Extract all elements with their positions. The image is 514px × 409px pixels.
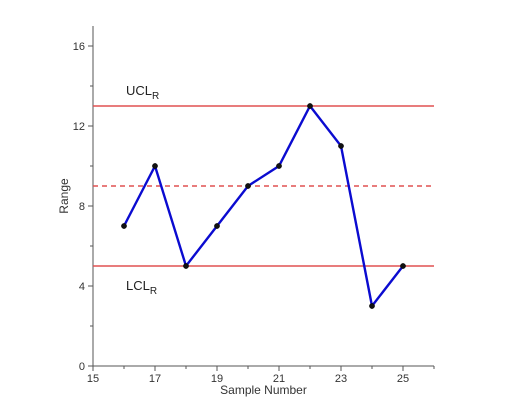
x-tick-label: 15 bbox=[87, 373, 99, 385]
data-point bbox=[307, 103, 313, 109]
data-point bbox=[245, 183, 251, 189]
y-axis-title: Range bbox=[57, 178, 71, 214]
x-tick-label: 17 bbox=[149, 373, 161, 385]
ucl-label-main: UCL bbox=[126, 83, 152, 98]
lcl-label-subscript: R bbox=[150, 286, 157, 297]
x-ticks: 15 17 19 21 23 25 bbox=[87, 366, 435, 385]
ucl-label-subscript: R bbox=[152, 91, 159, 102]
lcl-label: LCLR bbox=[126, 278, 157, 297]
data-point bbox=[214, 223, 220, 229]
y-tick-label: 4 bbox=[79, 281, 85, 293]
y-tick-label: 0 bbox=[79, 361, 85, 373]
data-point bbox=[276, 163, 282, 169]
control-limits: UCLR LCLR bbox=[93, 83, 434, 297]
data-point bbox=[338, 143, 344, 149]
data-point bbox=[183, 263, 189, 269]
axes: 0 4 8 12 16 15 17 19 21 23 25 bbox=[73, 26, 435, 385]
series bbox=[121, 103, 406, 309]
x-tick-label: 21 bbox=[273, 373, 285, 385]
lcl-label-main: LCL bbox=[126, 278, 150, 293]
y-ticks: 0 4 8 12 16 bbox=[73, 41, 93, 373]
data-point bbox=[152, 163, 158, 169]
data-point bbox=[121, 223, 127, 229]
x-tick-label: 19 bbox=[211, 373, 223, 385]
y-tick-label: 16 bbox=[73, 41, 85, 53]
x-axis-title: Sample Number bbox=[220, 383, 307, 397]
x-tick-label: 23 bbox=[335, 373, 347, 385]
data-point bbox=[400, 263, 406, 269]
data-point bbox=[369, 303, 375, 309]
y-tick-label: 12 bbox=[73, 121, 85, 133]
series-line bbox=[122, 103, 404, 309]
y-tick-label: 8 bbox=[79, 201, 85, 213]
x-tick-label: 25 bbox=[397, 373, 409, 385]
ucl-label: UCLR bbox=[126, 83, 159, 102]
